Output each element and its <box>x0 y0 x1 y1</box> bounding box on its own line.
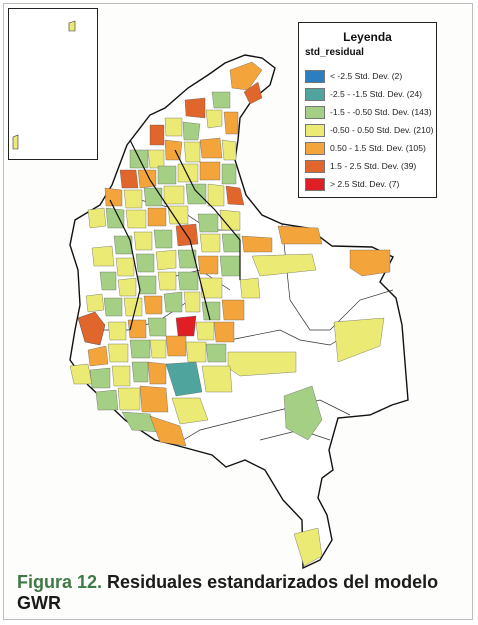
main-lines <box>109 139 241 331</box>
legend-label: -2.5 - -1.5 Std. Dev. (24) <box>330 89 423 99</box>
figure-caption: Figura 12. Residuales estandarizados del… <box>17 572 447 614</box>
legend-swatch <box>305 141 325 155</box>
legend-item: -0.50 - 0.50 Std. Dev. (210) <box>305 121 434 139</box>
figure-title: Residuales estandarizados del modelo GWR <box>17 572 439 613</box>
legend-swatch <box>305 123 325 137</box>
legend-swatch <box>305 177 325 191</box>
map-legend: Leyenda std_residual < -2.5 Std. Dev. (2… <box>298 22 437 198</box>
legend-item: < -2.5 Std. Dev. (2) <box>305 67 434 85</box>
municipality-polygons <box>69 61 391 567</box>
island-san-andres <box>68 20 76 32</box>
legend-list: < -2.5 Std. Dev. (2) -2.5 - -1.5 Std. Dev… <box>305 67 434 193</box>
legend-label: -1.5 - -0.50 Std. Dev. (143) <box>330 107 432 117</box>
legend-label: 0.50 - 1.5 Std. Dev. (105) <box>330 143 426 153</box>
legend-swatch <box>305 105 325 119</box>
legend-swatch <box>305 69 325 83</box>
legend-item: > 2.5 Std. Dev. (7) <box>305 175 434 193</box>
figure-number: Figura 12. <box>17 572 103 592</box>
legend-label: > 2.5 Std. Dev. (7) <box>330 179 400 189</box>
legend-field-name: std_residual <box>305 47 364 58</box>
legend-item: 0.50 - 1.5 Std. Dev. (105) <box>305 139 434 157</box>
legend-swatch <box>305 159 325 173</box>
region-coast-red <box>77 311 106 346</box>
legend-label: 1.5 - 2.5 Std. Dev. (39) <box>330 161 417 171</box>
legend-item: -2.5 - -1.5 Std. Dev. (24) <box>305 85 434 103</box>
legend-label: < -2.5 Std. Dev. (2) <box>330 71 403 81</box>
san-andres-inset-map <box>8 8 98 160</box>
legend-title: Leyenda <box>343 30 392 44</box>
legend-label: -0.50 - 0.50 Std. Dev. (210) <box>330 125 434 135</box>
legend-item: -1.5 - -0.50 Std. Dev. (143) <box>305 103 434 121</box>
legend-swatch <box>305 87 325 101</box>
legend-item: 1.5 - 2.5 Std. Dev. (39) <box>305 157 434 175</box>
island-providencia <box>12 134 19 150</box>
